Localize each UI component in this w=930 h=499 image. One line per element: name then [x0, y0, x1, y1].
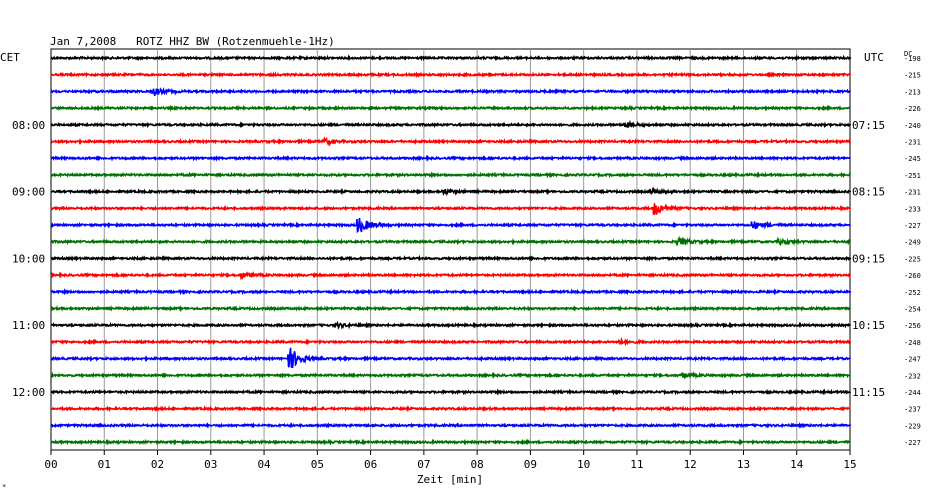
seismic-trace [50, 438, 852, 446]
seismic-trace [50, 136, 852, 147]
dc-label: DC [904, 50, 912, 58]
seismic-traces [50, 54, 852, 446]
dc-offset-label: -254 [904, 306, 921, 314]
seismic-trace [50, 371, 852, 380]
dc-offset-label: -233 [904, 205, 921, 213]
dc-offset-label: -247 [904, 356, 921, 364]
seismic-trace [50, 320, 852, 330]
left-timezone-label: CET [0, 51, 20, 64]
dc-offset-label: -245 [904, 155, 921, 163]
x-tick-label: 04 [257, 458, 271, 471]
seismic-trace [50, 422, 852, 429]
x-tick-label: 08 [471, 458, 484, 471]
dc-offset-label: -215 [904, 72, 921, 80]
dc-offset-label: -260 [904, 272, 921, 280]
x-tick-label: 14 [790, 458, 804, 471]
seismic-trace [50, 337, 852, 347]
x-tick-label: 13 [737, 458, 750, 471]
right-time-label: 08:15 [852, 186, 885, 199]
x-tick-label: 12 [684, 458, 697, 471]
seismic-trace [50, 154, 851, 163]
seismic-trace [50, 71, 852, 79]
x-axis-label: Zeit [min] [417, 473, 483, 486]
seismic-trace [50, 404, 851, 413]
x-tick-label: 05 [311, 458, 324, 471]
right-time-label: 07:15 [852, 119, 885, 132]
dc-offset-label: -251 [904, 172, 921, 180]
left-time-label: 08:00 [12, 119, 45, 132]
seismic-trace [50, 254, 852, 262]
plot-grid [50, 48, 851, 451]
right-time-label: 10:15 [852, 319, 885, 332]
axis-labels: 08:00 09:00 10:00 11:00 12:00 07:15 08:15 09:15… [12, 55, 921, 486]
seismic-trace [50, 119, 852, 129]
x-tick-label: 10 [577, 458, 590, 471]
dc-offset-label: -213 [904, 88, 921, 96]
left-time-label: 11:00 [12, 319, 45, 332]
plot-frame [50, 48, 851, 451]
dc-offset-label: -227 [904, 222, 921, 230]
dc-offset-label: -231 [904, 189, 921, 197]
dc-offset-label: -226 [904, 105, 921, 113]
seismic-trace [50, 287, 852, 296]
right-time-label: 11:15 [852, 386, 885, 399]
seismic-trace [50, 203, 852, 216]
x-tick-label: 02 [151, 458, 164, 471]
dc-offset-label: -227 [904, 439, 921, 447]
x-tick-label: 06 [364, 458, 377, 471]
x-tick-label: 03 [204, 458, 217, 471]
seismic-trace [50, 304, 852, 313]
dc-offset-label: -252 [904, 289, 921, 297]
x-tick-label: 01 [98, 458, 111, 471]
right-timezone-label: UTC [864, 51, 884, 64]
dc-offset-label: -249 [904, 239, 921, 247]
seismic-trace [50, 347, 852, 369]
seismic-trace [50, 186, 852, 197]
dc-offset-label: -244 [904, 389, 921, 397]
x-tick-label: 15 [843, 458, 856, 471]
left-time-label: 12:00 [12, 386, 45, 399]
chart-title: Jan 7,2008 ROTZ HHZ BW (Rotzenmuehle-1Hz… [50, 35, 335, 48]
seismic-trace [50, 388, 852, 396]
dc-offset-label: -225 [904, 255, 921, 263]
dc-offset-label: -256 [904, 322, 921, 330]
seismic-trace [50, 218, 852, 234]
dc-offset-label: -229 [904, 422, 921, 430]
seismic-trace [50, 54, 852, 62]
corner-mark: * [2, 483, 6, 491]
x-tick-label: 09 [524, 458, 537, 471]
dc-offset-label: -231 [904, 139, 921, 147]
seismic-trace [50, 104, 851, 112]
x-tick-label: 11 [630, 458, 643, 471]
seismic-trace [50, 235, 852, 247]
seismic-trace [50, 270, 852, 281]
seismic-trace [50, 171, 852, 179]
seismic-trace [50, 87, 852, 97]
right-time-label: 09:15 [852, 252, 885, 265]
dc-offset-label: -198 [904, 55, 921, 63]
left-time-label: 10:00 [12, 252, 45, 265]
dc-offset-label: -232 [904, 372, 921, 380]
dc-offset-label: -240 [904, 122, 921, 130]
left-time-label: 09:00 [12, 186, 45, 199]
dc-offset-label: -248 [904, 339, 921, 347]
x-tick-label: 07 [417, 458, 430, 471]
x-tick-label: 00 [44, 458, 57, 471]
dc-offset-label: -237 [904, 406, 921, 414]
